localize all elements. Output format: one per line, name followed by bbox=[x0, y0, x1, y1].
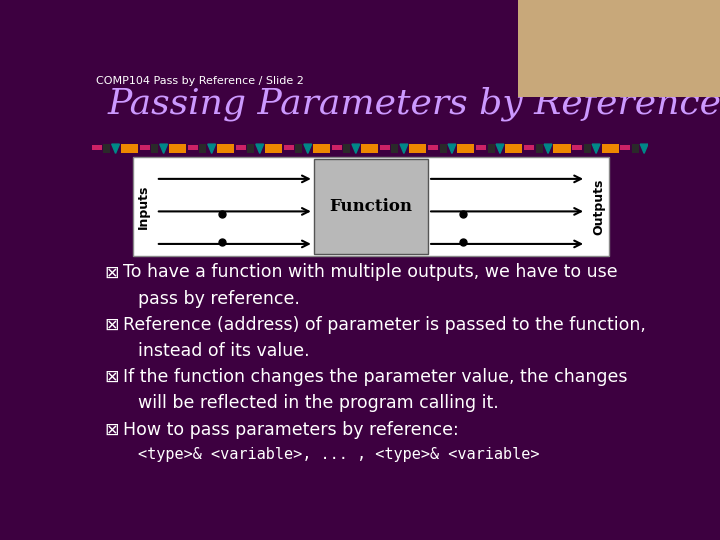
Polygon shape bbox=[448, 144, 456, 153]
Polygon shape bbox=[160, 144, 168, 153]
Bar bbox=[439, 144, 446, 153]
Bar bbox=[392, 144, 398, 153]
Bar bbox=[524, 145, 534, 150]
Text: Reference (address) of parameter is passed to the function,: Reference (address) of parameter is pass… bbox=[122, 316, 645, 334]
Bar bbox=[601, 144, 618, 153]
Bar bbox=[313, 144, 330, 153]
Polygon shape bbox=[112, 144, 120, 153]
Text: COMP104 Pass by Reference / Slide 2: COMP104 Pass by Reference / Slide 2 bbox=[96, 76, 304, 85]
Bar bbox=[428, 145, 438, 150]
Bar bbox=[536, 144, 543, 153]
Polygon shape bbox=[208, 144, 215, 153]
Bar bbox=[572, 145, 582, 150]
Polygon shape bbox=[352, 144, 360, 153]
Bar bbox=[121, 144, 138, 153]
Text: ⊠: ⊠ bbox=[104, 264, 119, 281]
Bar bbox=[235, 145, 246, 150]
Bar bbox=[631, 144, 639, 153]
Polygon shape bbox=[593, 144, 600, 153]
Bar bbox=[151, 144, 158, 153]
Bar bbox=[169, 144, 186, 153]
Bar bbox=[188, 145, 198, 150]
Text: instead of its value.: instead of its value. bbox=[138, 342, 310, 360]
Text: pass by reference.: pass by reference. bbox=[138, 289, 300, 308]
Bar bbox=[103, 144, 110, 153]
Text: ref.
erence: ref. erence bbox=[590, 38, 616, 51]
Polygon shape bbox=[544, 144, 552, 153]
Bar bbox=[284, 145, 294, 150]
Bar bbox=[140, 145, 150, 150]
Polygon shape bbox=[496, 144, 504, 153]
Text: Function: Function bbox=[330, 198, 413, 215]
Bar bbox=[476, 145, 486, 150]
Bar bbox=[332, 145, 342, 150]
Bar bbox=[457, 144, 474, 153]
Text: Inputs: Inputs bbox=[137, 184, 150, 228]
Bar bbox=[380, 145, 390, 150]
Bar bbox=[554, 144, 570, 153]
Bar bbox=[199, 144, 206, 153]
Text: ⊠: ⊠ bbox=[104, 316, 119, 334]
Text: will be reflected in the program calling it.: will be reflected in the program calling… bbox=[138, 394, 499, 413]
Bar bbox=[487, 144, 495, 153]
Bar bbox=[620, 145, 630, 150]
Text: Passing Parameters by Reference: Passing Parameters by Reference bbox=[107, 86, 720, 121]
Bar bbox=[584, 144, 590, 153]
Bar bbox=[505, 144, 523, 153]
Bar bbox=[217, 144, 234, 153]
Text: <type>& <variable>, ... , <type>& <variable>: <type>& <variable>, ... , <type>& <varia… bbox=[138, 447, 539, 462]
Bar bbox=[91, 145, 102, 150]
Bar bbox=[361, 144, 378, 153]
Text: To have a function with multiple outputs, we have to use: To have a function with multiple outputs… bbox=[122, 264, 617, 281]
Bar bbox=[132, 157, 609, 256]
Polygon shape bbox=[640, 144, 648, 153]
Bar bbox=[265, 144, 282, 153]
Polygon shape bbox=[304, 144, 312, 153]
Text: ⊠: ⊠ bbox=[104, 368, 119, 386]
Polygon shape bbox=[400, 144, 408, 153]
Text: If the function changes the parameter value, the changes: If the function changes the parameter va… bbox=[122, 368, 627, 386]
Bar bbox=[409, 144, 426, 153]
Bar bbox=[295, 144, 302, 153]
Bar bbox=[314, 159, 428, 254]
Bar bbox=[248, 144, 254, 153]
Polygon shape bbox=[256, 144, 264, 153]
Text: How to pass parameters by reference:: How to pass parameters by reference: bbox=[122, 421, 459, 438]
Text: Outputs: Outputs bbox=[592, 178, 605, 235]
Bar bbox=[343, 144, 351, 153]
Text: ⊠: ⊠ bbox=[104, 421, 119, 438]
